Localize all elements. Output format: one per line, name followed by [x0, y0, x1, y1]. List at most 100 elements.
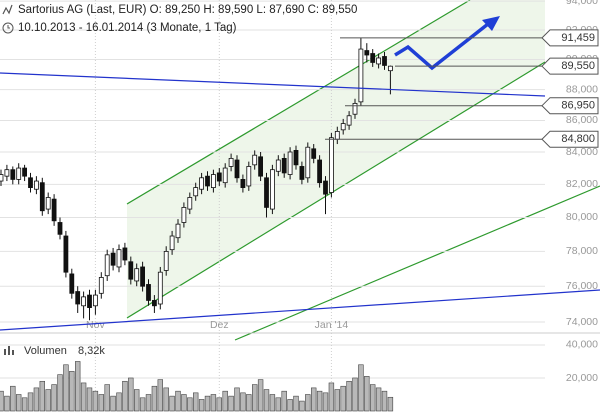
volume-tick-label: 40,000	[566, 339, 598, 351]
candle-body	[104, 254, 110, 277]
volume-bar	[316, 390, 323, 412]
volume-bar	[352, 377, 358, 412]
candle-body	[370, 53, 376, 63]
x-tick-label: Nov	[86, 319, 105, 331]
volume-bar	[181, 394, 187, 412]
candle-body	[317, 159, 323, 184]
candle-body	[210, 174, 216, 188]
volume-bar	[128, 377, 134, 412]
price-box	[541, 29, 599, 47]
arrow-head	[482, 16, 500, 31]
y-tick-label: 82,000	[566, 178, 598, 190]
volume-bar	[387, 396, 394, 412]
candle-body	[10, 169, 16, 180]
candle-body	[63, 235, 69, 273]
y-tick-label: 94,000	[566, 0, 598, 7]
volume-bar	[80, 382, 87, 412]
volume-bar	[98, 394, 105, 412]
support-green	[234, 185, 600, 341]
candle-body	[98, 277, 104, 294]
candle-body	[222, 167, 228, 184]
x-tick-label: Jan '14	[315, 319, 349, 331]
overlay: 74,000 76,000 78,000 80,000 82,000 84,000 86,0…	[325, 0, 599, 384]
volume-bar	[210, 394, 217, 412]
candle-body	[16, 167, 22, 180]
volume-bar	[10, 385, 16, 412]
candle-body	[264, 177, 269, 208]
candle-body	[287, 151, 293, 175]
volume-bar	[257, 379, 264, 412]
y-tick-label: 76,000	[566, 280, 598, 292]
trend-upper	[0, 72, 546, 97]
volume-bar	[364, 376, 370, 412]
price-box	[541, 97, 599, 115]
candle-body	[299, 166, 305, 180]
y-tick-label: 88,000	[566, 83, 598, 95]
volume-bar	[15, 394, 22, 412]
volume-bar	[375, 387, 382, 412]
channel-lower	[126, 61, 546, 319]
clock-icon	[2, 22, 14, 34]
candle-body	[81, 296, 86, 307]
candle-body	[151, 300, 157, 307]
candle-body	[281, 158, 287, 174]
candle-body	[293, 150, 299, 166]
candle-body	[205, 175, 210, 187]
candle-body	[157, 271, 163, 305]
volume-title: Volumen	[24, 345, 67, 357]
volume-bar	[57, 374, 63, 412]
candle-body	[169, 235, 175, 251]
volume-bar	[299, 400, 305, 412]
volume-bar	[169, 395, 175, 412]
candle-body	[175, 223, 181, 239]
volume-bar	[86, 387, 93, 412]
volume-bar	[193, 392, 199, 412]
volume-bar	[33, 387, 40, 412]
volume-bar	[234, 387, 240, 412]
volume-bar	[92, 390, 99, 412]
volume-bar	[39, 380, 46, 412]
volume-icon	[4, 346, 14, 355]
y-tick-label: 78,000	[566, 245, 598, 257]
y-tick-label: 86,000	[566, 114, 598, 126]
candle-body	[275, 159, 281, 172]
chart-title: Sartorius AG (Last, EUR) O: 89,250 H: 89…	[18, 4, 357, 16]
candle-body	[199, 177, 205, 190]
volume-bar	[252, 384, 258, 412]
candle-body	[140, 266, 146, 287]
channel	[126, 0, 600, 341]
volume-bar	[187, 397, 193, 412]
candle-body	[352, 102, 358, 115]
volume-bar	[275, 397, 281, 412]
candle-body	[34, 180, 39, 190]
candle-body	[246, 166, 252, 187]
volume-last: 8,32k	[78, 345, 105, 357]
candle-body	[387, 65, 393, 72]
volume-bar	[346, 380, 352, 412]
candle-body	[128, 261, 134, 280]
candle-body	[75, 291, 81, 305]
candle-body	[181, 207, 187, 223]
candle-body	[382, 56, 387, 66]
candle-body	[305, 146, 311, 179]
volume-bar	[75, 361, 81, 412]
candle-body	[163, 250, 169, 271]
candle-body	[364, 50, 370, 56]
candle-body	[252, 154, 258, 166]
volume-bar	[263, 389, 270, 412]
volume-bar	[328, 382, 335, 412]
volume-bar	[27, 392, 34, 412]
candle-body	[376, 57, 382, 65]
volume-bar	[240, 392, 246, 412]
volume-bar	[104, 384, 110, 412]
volume-bar	[222, 390, 228, 412]
candle-body	[28, 177, 33, 188]
volume-bar	[63, 364, 69, 412]
volume-bar	[51, 384, 57, 412]
volume-bar	[134, 389, 140, 412]
volume-bar	[69, 371, 75, 412]
volume-bar	[45, 389, 51, 412]
candle-body	[51, 198, 57, 222]
candle-body	[340, 123, 346, 131]
channel-fill	[127, 0, 545, 318]
